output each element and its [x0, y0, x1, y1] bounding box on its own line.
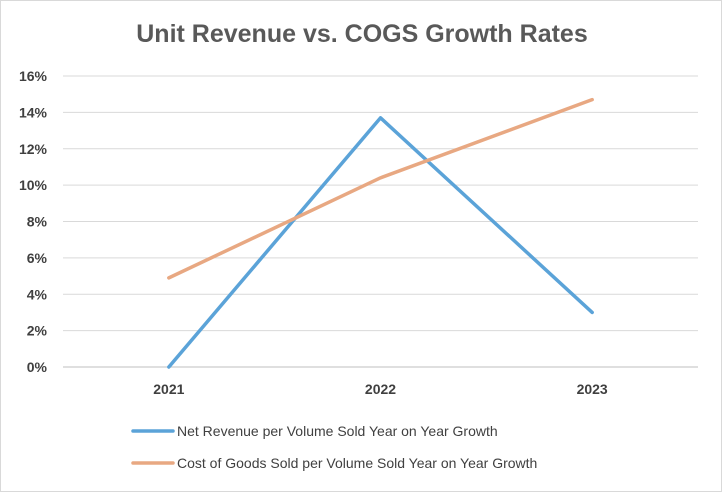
- y-tick-label: 16%: [19, 68, 48, 84]
- series-line-2: [167, 97, 594, 280]
- legend-label-1: Net Revenue per Volume Sold Year on Year…: [177, 423, 498, 439]
- y-axis-ticks: 0% 2% 4% 6% 8% 10% 12% 14% 16%: [19, 68, 48, 375]
- x-tick-label: 2021: [153, 381, 184, 397]
- chart-title: Unit Revenue vs. COGS Growth Rates: [136, 20, 588, 48]
- y-tick-label: 8%: [27, 214, 48, 230]
- y-tick-label: 6%: [27, 250, 48, 266]
- legend-label-2: Cost of Goods Sold per Volume Sold Year …: [177, 455, 537, 471]
- legend: Net Revenue per Volume Sold Year on Year…: [131, 423, 537, 471]
- series-line-1: [167, 116, 594, 369]
- y-tick-label: 14%: [19, 104, 48, 120]
- y-tick-label: 4%: [27, 286, 48, 302]
- y-tick-label: 0%: [27, 359, 48, 375]
- y-tick-label: 2%: [27, 323, 48, 339]
- y-tick-label: 10%: [19, 177, 48, 193]
- x-axis-ticks: 2021 2022 2023: [153, 381, 608, 397]
- gridlines: [63, 75, 698, 368]
- series-lines: [167, 97, 594, 369]
- x-tick-label: 2022: [365, 381, 396, 397]
- x-tick-label: 2023: [577, 381, 608, 397]
- y-tick-label: 12%: [19, 141, 48, 157]
